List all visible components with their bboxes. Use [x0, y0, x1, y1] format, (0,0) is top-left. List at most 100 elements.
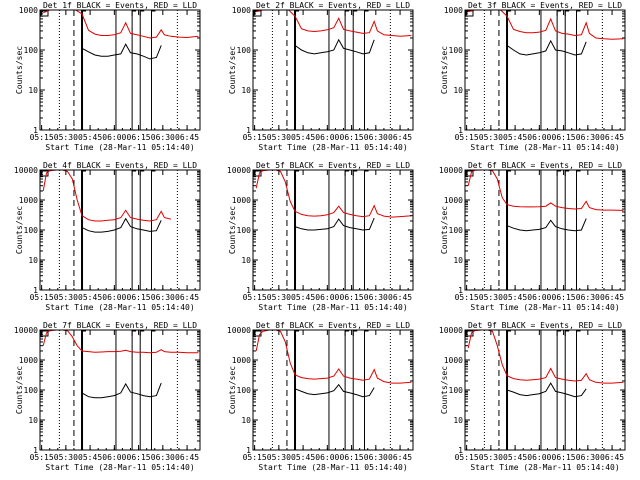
x-axis-label: Start Time (28-Mar-11 05:14:40) [258, 143, 407, 152]
plot-frame [39, 9, 201, 131]
x-tick-label: 06:30 [576, 133, 600, 142]
panel-corner-box [465, 330, 474, 337]
x-tick-label: 06:45 [175, 293, 199, 302]
x-tick-label: 05:30 [479, 293, 503, 302]
plot-frame [252, 169, 414, 291]
panel-title: Det 5f BLACK = Events, RED = LLD [256, 161, 410, 170]
y-tick-label: 10 [241, 256, 251, 265]
x-tick-label: 06:45 [388, 453, 412, 462]
marker-flag [151, 170, 156, 176]
x-tick-label: 06:45 [388, 133, 412, 142]
y-tick-label: 10 [241, 86, 251, 95]
marker-flag [364, 330, 369, 336]
plot-frame [464, 329, 626, 451]
y-tick-label: 10000 [227, 166, 251, 175]
y-tick-label: 1 [458, 286, 463, 295]
lld-series-line [467, 330, 624, 384]
x-tick-label: 06:00 [102, 453, 126, 462]
panel-det-3: Det 3f BLACK = Events, RED = LLD 1 10 100 10… [440, 1, 626, 152]
x-tick-label: 05:45 [503, 133, 527, 142]
plot-frame [252, 9, 414, 131]
x-tick-label: 05:30 [54, 453, 78, 462]
x-tick-label: 05:45 [503, 453, 527, 462]
y-tick-label: 10 [453, 86, 463, 95]
marker-flag [506, 330, 512, 336]
marker-flag [564, 330, 570, 336]
x-tick-label: 06:00 [527, 133, 551, 142]
x-tick-label: 06:45 [600, 453, 624, 462]
y-tick-label: 1 [458, 446, 463, 455]
panel-title: Det 7f BLACK = Events, RED = LLD [43, 321, 197, 330]
x-tick-label: 05:45 [503, 293, 527, 302]
x-tick-label: 06:15 [552, 453, 576, 462]
x-tick-label: 06:45 [600, 293, 624, 302]
x-tick-label: 06:45 [175, 453, 199, 462]
y-axis-label: Counts/sec [228, 206, 237, 254]
panel-det-1: Det 1f BLACK = Events, RED = LLD 1 10 100 10… [15, 1, 201, 152]
x-axis-label: Start Time (28-Mar-11 05:14:40) [45, 143, 194, 152]
y-tick-label: 1000 [232, 6, 251, 15]
y-axis-label: Counts/sec [15, 46, 24, 94]
y-tick-label: 1000 [444, 6, 463, 15]
panel-det-7: Det 7f BLACK = Events, RED = LLD 1 10 100 10… [14, 321, 201, 472]
events-series-line [81, 382, 162, 399]
marker-flag [564, 10, 570, 16]
x-tick-label: 06:15 [340, 293, 364, 302]
marker-flag [151, 330, 156, 336]
x-tick-label: 05:15 [243, 453, 267, 462]
x-tick-label: 06:45 [175, 133, 199, 142]
x-tick-label: 06:15 [340, 133, 364, 142]
plot-frame [464, 169, 626, 291]
y-tick-label: 100 [237, 46, 252, 55]
marker-flag [294, 330, 300, 336]
x-tick-label: 06:00 [315, 133, 339, 142]
panel-det-8: Det 8f BLACK = Events, RED = LLD 1 10 100 10… [227, 321, 414, 472]
events-series-line [81, 43, 162, 60]
y-axis-label: Counts/sec [440, 366, 449, 414]
y-axis-label: Counts/sec [228, 46, 237, 94]
y-tick-label: 100 [24, 386, 39, 395]
x-axis-label: Start Time (28-Mar-11 05:14:40) [258, 463, 407, 472]
y-tick-label: 1000 [444, 356, 463, 365]
x-tick-label: 06:30 [364, 133, 388, 142]
marker-flag [556, 330, 562, 336]
y-tick-label: 1 [246, 446, 251, 455]
y-tick-label: 1 [33, 126, 38, 135]
y-tick-label: 100 [449, 386, 464, 395]
x-axis-label: Start Time (28-Mar-11 05:14:40) [45, 303, 194, 312]
x-tick-label: 06:45 [388, 293, 412, 302]
y-tick-label: 10 [28, 256, 38, 265]
marker-flag [556, 10, 562, 16]
marker-flag [344, 330, 350, 336]
marker-flag [344, 10, 350, 16]
y-tick-label: 1 [33, 446, 38, 455]
x-tick-label: 06:30 [576, 293, 600, 302]
panel-corner-box [465, 170, 474, 177]
x-tick-label: 06:00 [315, 453, 339, 462]
panel-det-5: Det 5f BLACK = Events, RED = LLD 1 10 100 10… [227, 161, 414, 312]
events-series-line [294, 217, 375, 231]
marker-flag [139, 10, 145, 16]
y-tick-label: 10000 [14, 326, 38, 335]
lld-series-line [255, 330, 412, 384]
lld-series-line [43, 10, 199, 39]
y-tick-label: 1000 [444, 196, 463, 205]
x-tick-label: 05:30 [54, 133, 78, 142]
x-tick-label: 06:30 [364, 293, 388, 302]
x-tick-label: 05:30 [267, 293, 291, 302]
x-tick-label: 06:30 [151, 293, 175, 302]
x-tick-label: 05:30 [479, 453, 503, 462]
x-tick-label: 06:30 [576, 453, 600, 462]
x-tick-label: 05:15 [30, 453, 54, 462]
marker-flag [506, 170, 512, 176]
panel-title: Det 8f BLACK = Events, RED = LLD [256, 321, 410, 330]
y-tick-label: 1000 [232, 196, 251, 205]
panel-det-2: Det 2f BLACK = Events, RED = LLD 1 10 100 10… [228, 1, 414, 152]
x-axis-label: Start Time (28-Mar-11 05:14:40) [45, 463, 194, 472]
marker-flag [139, 170, 145, 176]
plot-frame [464, 9, 626, 131]
x-tick-label: 05:15 [455, 133, 479, 142]
x-tick-label: 06:15 [340, 453, 364, 462]
marker-flag [506, 10, 512, 16]
lld-series-line [256, 10, 412, 37]
